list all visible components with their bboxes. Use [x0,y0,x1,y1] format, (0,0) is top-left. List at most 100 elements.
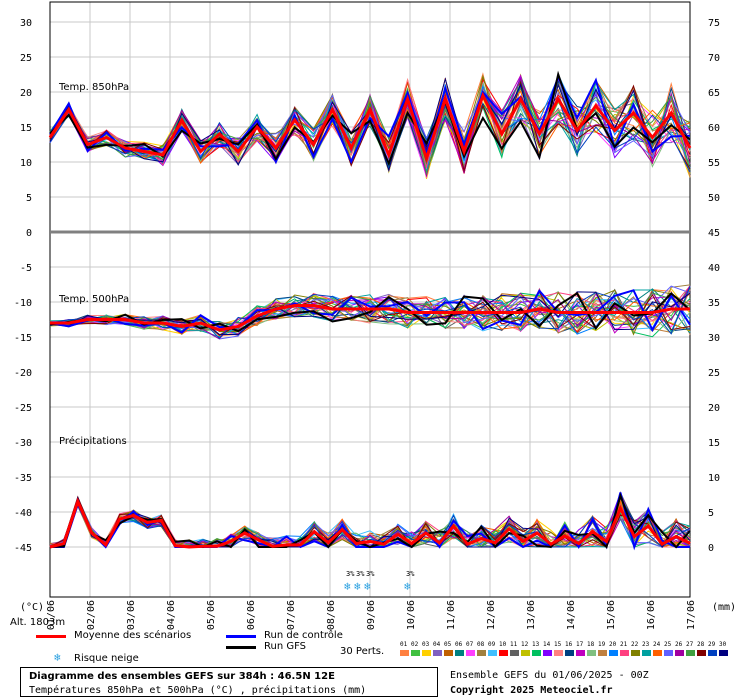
pert-color-swatch [686,650,695,656]
right-tick-label: 15 [708,438,720,449]
pert-color-swatch [565,650,574,656]
mean-line [48,91,692,164]
pert-number: 25 [664,641,672,648]
right-tick-label: 75 [708,18,720,29]
pert-number: 24 [653,641,661,648]
left-unit-label: (°C) [20,602,44,613]
right-tick-label: 60 [708,123,720,134]
pert-color-swatch [543,650,552,656]
pert-color-swatch [642,650,651,656]
pert-color-swatch [554,650,563,656]
pert-color-swatch [455,650,464,656]
pert-color-swatch [719,650,728,656]
pert-number: 15 [554,641,562,648]
gfs-run-line [49,291,691,333]
pert-number: 14 [543,641,551,648]
left-tick-label: 10 [20,158,32,169]
left-tick-label: -20 [14,368,32,379]
mean-line [50,304,690,332]
left-axis-ticks: 30 25 20 15 10 5 0 -5 -10 -15 -20 -25 -30 -35 -40 -45 [14,18,32,554]
x-tick-label: 11/06 [446,600,457,630]
pert-color-swatch [466,650,475,656]
pert-color-swatch [664,650,673,656]
x-tick-label: 07/06 [286,600,297,630]
panel-label-850: Temp. 850hPa [58,82,129,93]
right-tick-label: 5 [708,508,714,519]
pert-color-swatch [576,650,585,656]
pert-color-swatch [697,650,706,656]
legend-perts: 30 Perts. [340,646,385,657]
left-tick-label: 5 [26,193,32,204]
control-swatch [226,635,256,638]
pert-number: 09 [488,641,496,648]
mean-swatch [36,635,66,638]
pert-number: 20 [609,641,617,648]
snow-risk-label: 3% [356,570,365,578]
right-tick-label: 10 [708,473,720,484]
pert-color-swatch [521,650,530,656]
right-tick-label: 50 [708,193,720,204]
pert-color-swatch [631,650,640,656]
pert-number: 16 [565,641,573,648]
legend-gfs: Run GFS [264,641,307,652]
left-tick-label: -25 [14,403,32,414]
pert-number: 05 [444,641,452,648]
snow-risk-label: 3% [366,570,375,578]
altitude-label: Alt. 1803m [10,617,66,628]
snow-icon: ❄ [404,580,411,593]
pert-color-swatch [620,650,629,656]
copyright: Copyright 2025 Meteociel.fr [450,685,613,696]
x-tick-label: 13/06 [526,600,537,630]
legend-mean: Moyenne des scénarios [74,630,192,641]
pert-number: 07 [466,641,474,648]
pert-number: 29 [708,641,716,648]
pert-number: 28 [697,641,705,648]
right-tick-label: 0 [708,543,714,554]
pert-color-swatch [499,650,508,656]
footer-title: Diagramme des ensembles GEFS sur 384h : … [29,671,335,682]
pert-color-swatch [400,650,409,656]
x-tick-label: 12/06 [486,600,497,630]
pert-number: 08 [477,641,485,648]
pert-number: 03 [422,641,430,648]
legend-control: Run de contrôle [264,630,343,641]
pert-number: 22 [631,641,639,648]
right-tick-label: 20 [708,403,720,414]
left-tick-label: 25 [20,53,32,64]
pert-number: 23 [642,641,650,648]
pert-color-swatch [708,650,717,656]
snow-icon: ❄ [344,580,351,593]
left-tick-label: -40 [14,508,32,519]
right-tick-label: 30 [708,333,720,344]
pert-number: 18 [587,641,595,648]
perturbation-line [49,495,691,549]
x-tick-label: 09/06 [366,600,377,630]
pert-number: 21 [620,641,628,648]
plot-frame [49,1,691,598]
perturbation-line [49,79,691,171]
snow-risk-label: 3% [346,570,355,578]
ensemble-info: Ensemble GEFS du 01/06/2025 - 00Z [450,670,649,681]
pert-number: 10 [499,641,507,648]
perturbation-line [49,87,691,176]
right-tick-label: 40 [708,263,720,274]
x-tick-label: 02/06 [86,600,97,630]
snow-risk-label: 3% [406,570,415,578]
right-tick-label: 55 [708,158,720,169]
axes [49,1,691,598]
pert-color-swatch [532,650,541,656]
perturbation-line [49,92,691,173]
right-tick-label: 65 [708,88,720,99]
right-unit-label: (mm) [712,602,736,613]
pert-color-swatch [488,650,497,656]
panel-label-500: Temp. 500hPa [58,294,129,305]
panel-label-precip: Précipitations [59,435,127,447]
perturbation-line [49,500,691,549]
pert-number: 11 [510,641,518,648]
right-tick-label: 45 [708,228,720,239]
x-tick-label: 16/06 [646,600,657,630]
perturbation-line [49,295,691,336]
x-tick-label: 10/06 [406,600,417,630]
pert-number: 26 [675,641,683,648]
